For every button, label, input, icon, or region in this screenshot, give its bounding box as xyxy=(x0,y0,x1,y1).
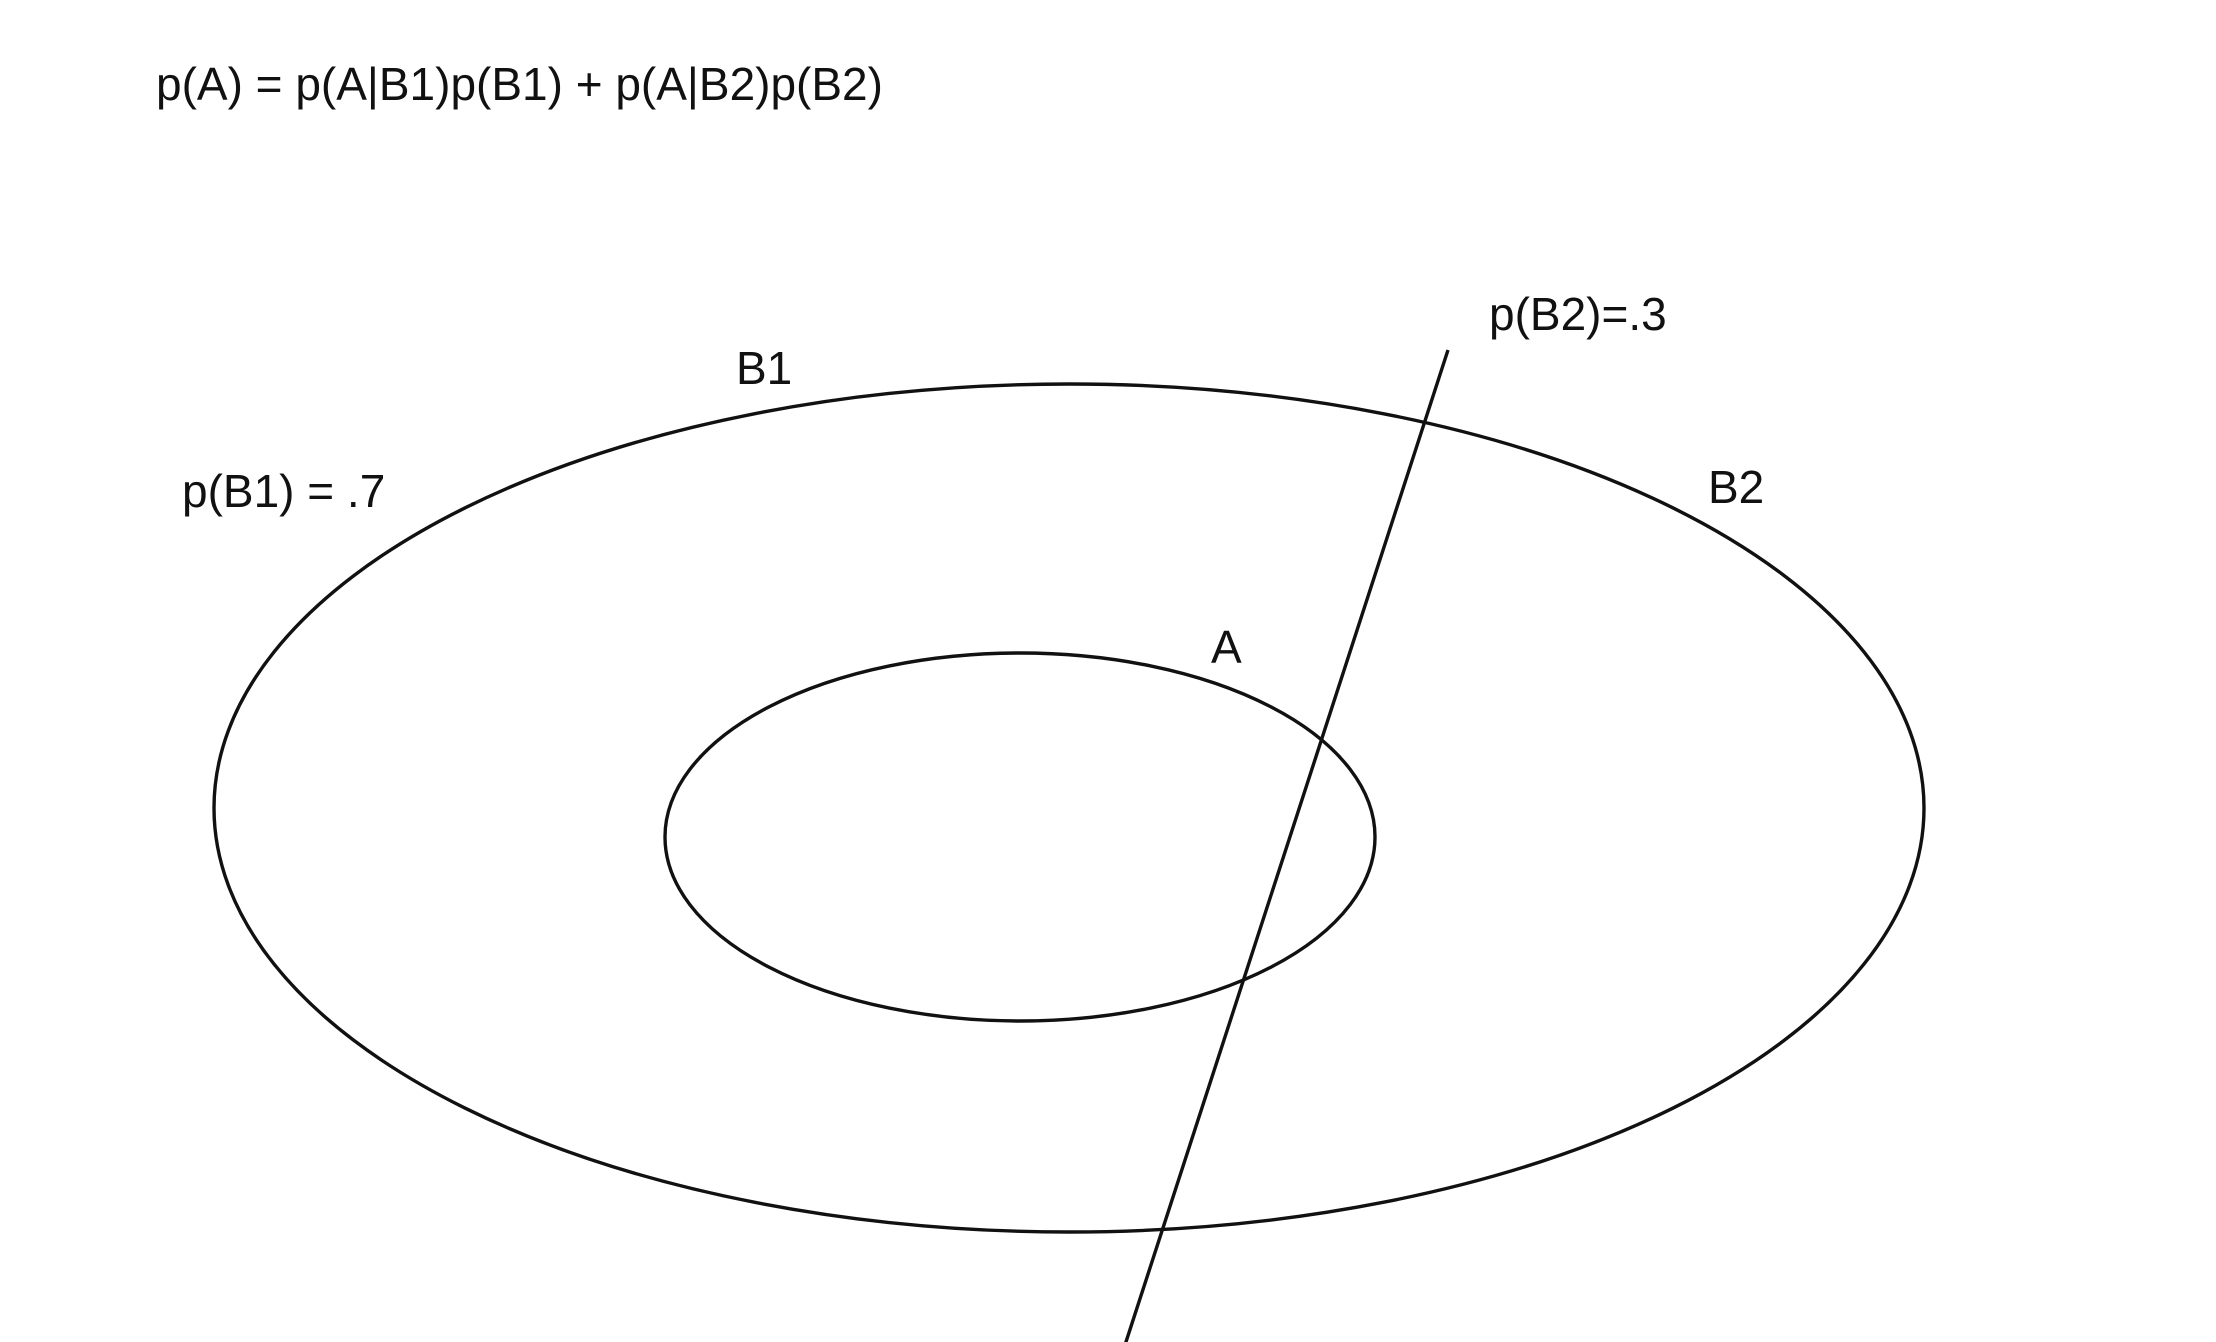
a-label: A xyxy=(1211,621,1242,673)
sample-space-ellipse xyxy=(212,382,1926,1234)
total-probability-formula: p(A) = p(A|B1)p(B1) + p(A|B2)p(B2) xyxy=(156,58,883,110)
b1-label: B1 xyxy=(736,342,792,394)
event-a-ellipse xyxy=(663,651,1377,1023)
partition-line xyxy=(1124,349,1450,1342)
b2-label: B2 xyxy=(1708,461,1764,513)
b1-probability-label: p(B1) = .7 xyxy=(182,465,385,517)
b2-probability-label: p(B2)=.3 xyxy=(1489,288,1667,340)
